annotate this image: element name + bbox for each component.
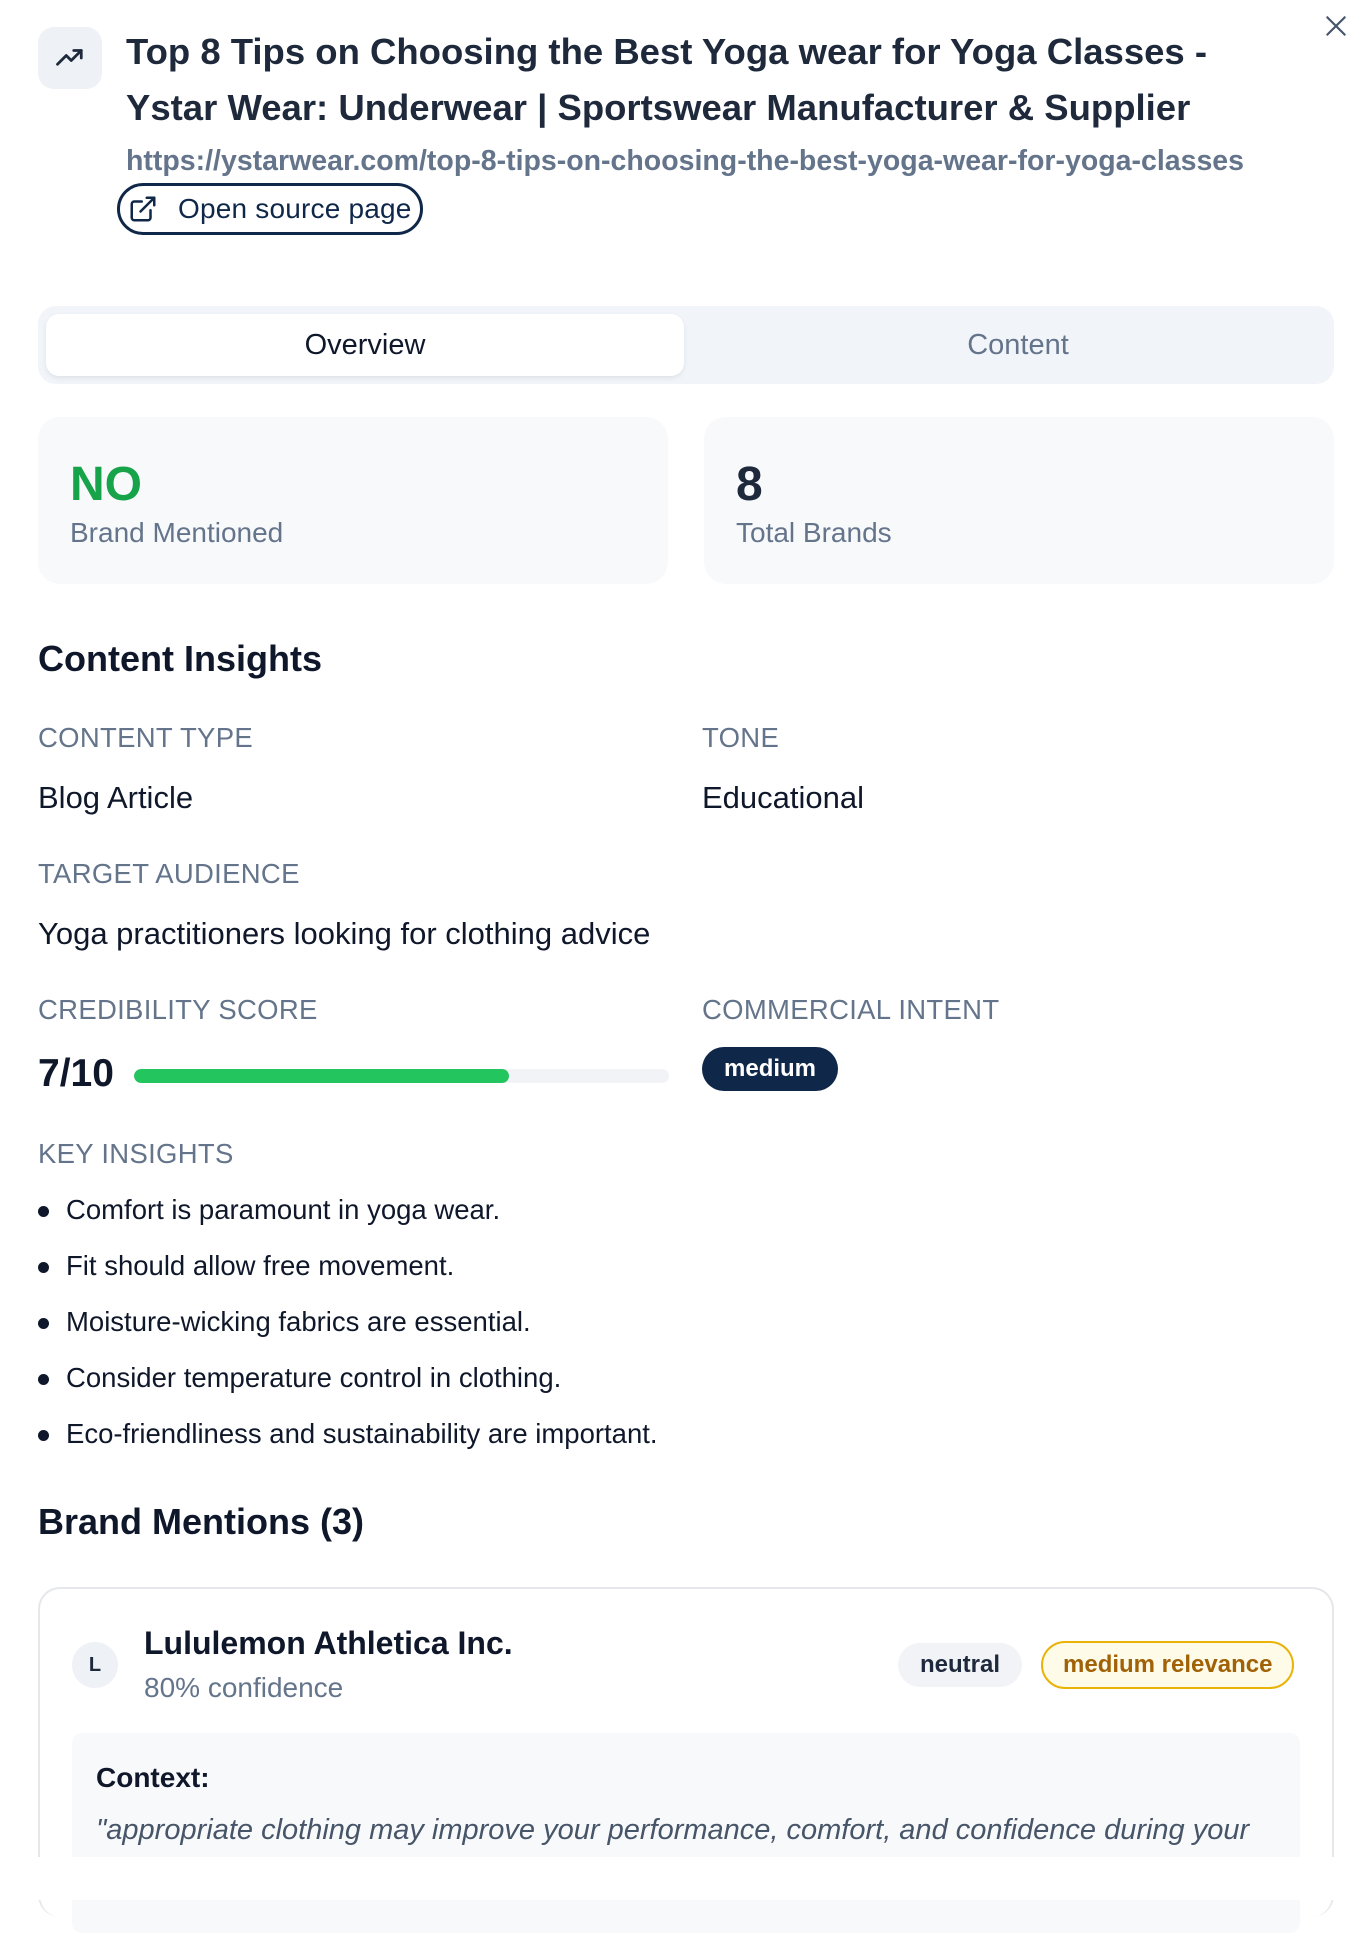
- list-item: Consider temperature control in clothing…: [38, 1350, 658, 1406]
- bullet-icon: [38, 1430, 49, 1441]
- list-item: Fit should allow free movement.: [38, 1238, 658, 1294]
- total-brands-label: Total Brands: [736, 517, 892, 548]
- brand-mention-card: [38, 1587, 1334, 1917]
- trending-up-icon-container: [38, 27, 102, 89]
- list-item: Comfort is paramount in yoga wear.: [38, 1182, 658, 1238]
- content-type-label: CONTENT TYPE: [38, 722, 253, 753]
- content-type-value: Blog Article: [38, 780, 194, 815]
- tab-bar: Overview Content: [38, 306, 1334, 384]
- commercial-intent-badge: medium: [702, 1047, 839, 1091]
- brand-mentions-heading: Brand Mentions (3): [38, 1501, 365, 1542]
- bullet-icon: [38, 1318, 49, 1329]
- external-link-icon: [130, 196, 156, 222]
- relevance-badge: medium relevance: [1041, 1641, 1295, 1689]
- credibility-score-value: 7/10: [38, 1052, 114, 1095]
- total-brands-value: 8: [736, 458, 763, 511]
- tab-content[interactable]: Content: [967, 328, 1069, 361]
- content-insights-heading: Content Insights: [38, 638, 322, 679]
- key-insights-list: Comfort is paramount in yoga wear. Fit s…: [38, 1182, 658, 1462]
- context-label: Context:: [96, 1762, 210, 1793]
- page-title: Top 8 Tips on Choosing the Best Yoga wea…: [126, 31, 1208, 128]
- scroll-cutoff: [0, 1857, 1372, 1900]
- key-insights-label: KEY INSIGHTS: [38, 1138, 234, 1169]
- bullet-icon: [38, 1374, 49, 1385]
- tone-label: TONE: [702, 722, 780, 753]
- insight-text: Fit should allow free movement.: [66, 1250, 455, 1281]
- trending-up-icon: [56, 49, 83, 66]
- credibility-progress-bar: [134, 1069, 669, 1083]
- list-item: Moisture-wicking fabrics are essential.: [38, 1294, 658, 1350]
- avatar: L: [72, 1642, 118, 1688]
- credibility-progress-fill: [134, 1069, 509, 1083]
- total-brands-card: 8 Total Brands: [704, 417, 1334, 584]
- open-source-page-label: Open source page: [178, 193, 412, 224]
- tab-overview[interactable]: Overview: [46, 314, 684, 376]
- open-source-page-button[interactable]: Open source page: [117, 183, 423, 235]
- close-icon: [1326, 16, 1346, 36]
- bullet-icon: [38, 1206, 49, 1217]
- target-audience-label: TARGET AUDIENCE: [38, 858, 300, 889]
- insight-text: Consider temperature control in clothing…: [66, 1362, 562, 1393]
- brand-mentioned-card: NO Brand Mentioned: [38, 417, 668, 584]
- brand-mentioned-label: Brand Mentioned: [70, 517, 284, 548]
- list-item: Eco-friendliness and sustainability are …: [38, 1406, 658, 1462]
- brand-confidence: 80% confidence: [144, 1672, 344, 1703]
- source-url[interactable]: https://ystarwear.com/top-8-tips-on-choo…: [126, 145, 1244, 177]
- tone-value: Educational: [702, 780, 865, 815]
- brand-name: Lululemon Athletica Inc.: [144, 1625, 513, 1661]
- close-button[interactable]: [1318, 8, 1354, 44]
- brand-mentioned-value: NO: [70, 458, 142, 511]
- commercial-intent-label: COMMERCIAL INTENT: [702, 994, 1000, 1025]
- bullet-icon: [38, 1262, 49, 1273]
- sentiment-badge: neutral: [898, 1643, 1023, 1687]
- insight-text: Comfort is paramount in yoga wear.: [66, 1194, 501, 1225]
- insight-text: Moisture-wicking fabrics are essential.: [66, 1306, 531, 1337]
- insight-text: Eco-friendliness and sustainability are …: [66, 1418, 658, 1449]
- credibility-score-label: CREDIBILITY SCORE: [38, 994, 318, 1025]
- target-audience-value: Yoga practitioners looking for clothing …: [38, 916, 651, 951]
